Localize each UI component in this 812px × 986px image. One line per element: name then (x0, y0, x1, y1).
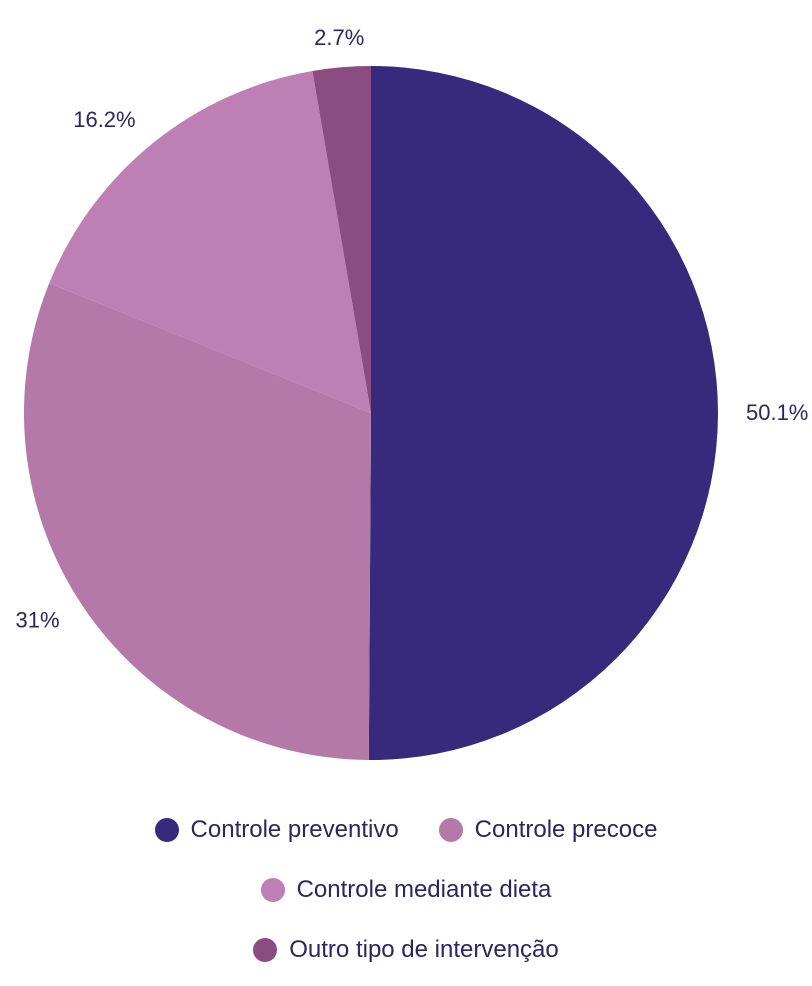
legend-row: Outro tipo de intervenção (0, 920, 812, 980)
legend-row: Controle preventivo Controle precoce (0, 800, 812, 860)
data-label-controle-precoce: 31% (15, 608, 59, 633)
chart-legend: Controle preventivo Controle precoce Contr… (0, 800, 812, 980)
pie-slice-outro-tipo-de-intervencao (312, 66, 371, 413)
legend-swatch (438, 818, 463, 842)
pie-slice-controle-preventivo (368, 66, 719, 760)
pie-slice-controle-precoce (23, 283, 371, 760)
legend-item-outro-tipo-de-intervencao: Outro tipo de intervenção (253, 936, 559, 964)
legend-swatch (253, 938, 278, 962)
legend-item-controle-precoce: Controle precoce (438, 816, 658, 844)
legend-swatch (260, 878, 285, 902)
pie-slices (23, 66, 719, 760)
data-label-controle-preventivo: 50.1% (746, 400, 808, 425)
legend-row: Controle mediante dieta (0, 860, 812, 920)
legend-item-controle-mediante-dieta: Controle mediante dieta (260, 876, 552, 904)
pie-labels: 50.1% 31% 16.2% 2.7% (15, 25, 808, 632)
legend-label: Controle precoce (474, 816, 658, 843)
pie-chart: 50.1% 31% 16.2% 2.7% (15, 25, 808, 760)
data-label-controle-mediante-dieta: 16.2% (73, 107, 135, 132)
data-label-outro-tipo-de-intervencao: 2.7% (314, 25, 364, 50)
legend-label: Outro tipo de intervenção (289, 936, 559, 963)
legend-item-controle-preventivo: Controle preventivo (154, 816, 399, 844)
pie-slice-controle-mediante-dieta (49, 70, 371, 413)
legend-swatch (154, 818, 179, 842)
legend-label: Controle mediante dieta (296, 876, 552, 903)
legend-label: Controle preventivo (190, 816, 399, 843)
